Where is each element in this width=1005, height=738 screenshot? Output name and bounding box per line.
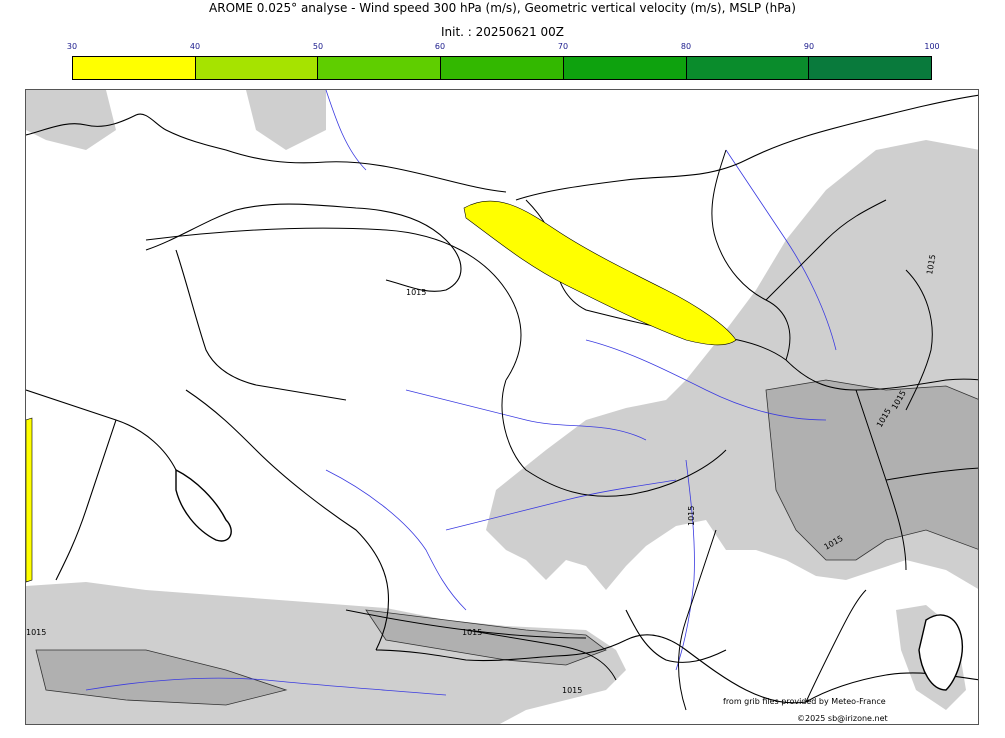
isobar-label: 1015: [26, 628, 46, 637]
colorbar-tick: 90: [803, 42, 815, 51]
colorbar-segment-90-100: [809, 57, 932, 79]
high-terrain-shading: [35, 379, 978, 706]
map-canvas: 1015 1015 1015 1015 1015 1015 1015 1015 …: [26, 90, 978, 724]
islands: [175, 468, 963, 691]
init-time: Init. : 20250621 00Z: [440, 25, 565, 39]
isobar-label: 1015: [687, 506, 696, 526]
colorbar-segment-80-90: [686, 57, 810, 79]
copyright-credit: ©2025 sb@irizone.net: [797, 714, 888, 723]
colorbar-segment-30-40: [73, 57, 196, 79]
colorbar-tick: 70: [557, 42, 569, 51]
colorbar-tick: 100: [924, 42, 940, 51]
colorbar-tick: 80: [680, 42, 692, 51]
weather-map[interactable]: 1015 1015 1015 1015 1015 1015 1015 1015 …: [25, 89, 979, 725]
colorbar-segment-50-60: [318, 57, 442, 79]
isobar-label: 1015: [562, 686, 582, 695]
colorbar: [72, 56, 932, 80]
mslp-isobars: [145, 227, 933, 711]
colorbar-tick: 30: [66, 42, 78, 51]
isobar-label: 1015: [462, 628, 482, 637]
colorbar-segment-70-80: [563, 57, 687, 79]
colorbar-tick: 60: [434, 42, 446, 51]
data-source-credit: from grib files provided by Meteo-France: [723, 697, 886, 706]
colorbar-segment-60-70: [441, 57, 564, 79]
colorbar-segment-40-50: [195, 57, 319, 79]
isobar-label: 1015: [406, 288, 426, 297]
colorbar-tick: 50: [312, 42, 324, 51]
colorbar-tick: 40: [189, 42, 201, 51]
coastlines: [26, 94, 978, 704]
rivers: [85, 90, 837, 696]
chart-title: AROME 0.025° analyse - Wind speed 300 hP…: [209, 1, 796, 15]
isobar-label: 1015: [925, 254, 937, 276]
jet-edge-area: [26, 417, 33, 583]
jet-core-area: [463, 200, 737, 346]
